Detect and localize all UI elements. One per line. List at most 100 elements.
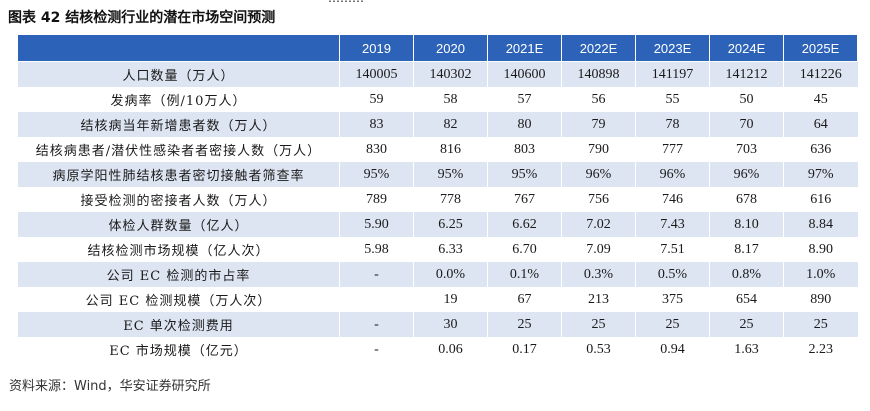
table-cell: 213 [561,287,636,312]
table-cell: 830 [339,137,414,162]
table-cell: 703 [709,137,784,162]
table-row: 结核检测市场规模（亿人次） 5.98 6.33 6.70 7.09 7.51 8.17 8.9… [17,237,858,262]
table-row: EC 市场规模（亿元） -0.06 0.17 0.53 0.94 1.63 2.23 [17,337,858,362]
table-cell: 0.1% [487,262,562,287]
table-cell: 0.94 [635,337,710,362]
table-cell: 654 [709,287,784,312]
table-cell: 82 [413,112,488,137]
table-cell: - [339,312,414,337]
table-cell: 25 [783,312,858,337]
table-cell: 1.0% [783,262,858,287]
table-cell: 756 [561,187,636,212]
table-cell: 8.17 [709,237,784,262]
table-cell: 816 [413,137,488,162]
table-row: 病原学阳性肺结核患者密切接触者筛查率 95% 95% 95% 96% 96% 96% 97% [17,162,858,187]
previous-page-text-fragment: ……… [0,0,870,6]
table-cell: 25 [635,312,710,337]
table-cell: 79 [561,112,636,137]
table-cell: 30 [413,312,488,337]
header-cell: 2024E [709,34,784,62]
table-row: 公司 EC 检测的市占率 -0.0% 0.1% 0.3% 0.5% 0.8% 1.0% [17,262,858,287]
row-label: 结核病患者/潜伏性感染者者密接人数（万人） [17,137,340,162]
table-cell: 80 [487,112,562,137]
table-cell: 0.5% [635,262,710,287]
row-label: 人口数量（万人） [17,61,340,87]
header-cell: 2025E [783,34,858,62]
table-cell: 96% [635,162,710,187]
table-cell: 64 [783,112,858,137]
table-cell: 678 [709,187,784,212]
table-cell: 25 [709,312,784,337]
table-cell: 803 [487,137,562,162]
table-cell: 375 [635,287,710,312]
table-cell: - [339,262,414,287]
source-note: 资料来源：Wind，华安证券研究所 [9,379,211,394]
table-cell: 140005 [339,61,414,87]
table-container: 2019 2020 2021E 2022E 2023E 2024E 2025E … [17,34,858,374]
table-cell: 0.06 [413,337,488,362]
table-cell: 57 [487,87,562,112]
table-row: 人口数量（万人） 140005 140302 140600 140898 141197 14… [17,61,858,87]
table-cell: 58 [413,87,488,112]
table-cell: 56 [561,87,636,112]
table-cell: 67 [487,287,562,312]
figure-caption: 图表 42 结核检测行业的潜在市场空间预测 [8,10,276,26]
table-cell: 636 [783,137,858,162]
header-cell: 2021E [487,34,562,62]
table-cell: 777 [635,137,710,162]
header-cell: 2022E [561,34,636,62]
table-cell: 140600 [487,61,562,87]
table-cell: 7.02 [561,212,636,237]
table-cell: 8.84 [783,212,858,237]
table-cell: 141212 [709,61,784,87]
table-cell: 25 [487,312,562,337]
row-label: EC 单次检测费用 [17,312,340,337]
table-cell: - [339,337,414,362]
row-label: 发病率（例/10万人） [17,87,340,112]
table-row: EC 单次检测费用 -30 25 25 25 25 25 [17,312,858,337]
table-cell: 83 [339,112,414,137]
table-cell: 8.10 [709,212,784,237]
header-cell [17,34,340,62]
table-cell: 6.33 [413,237,488,262]
table-cell: 5.90 [339,212,414,237]
table-cell: 6.25 [413,212,488,237]
row-label: 结核检测市场规模（亿人次） [17,237,340,262]
table-cell: 7.43 [635,212,710,237]
table-cell: 97% [783,162,858,187]
table-cell: 0.0% [413,262,488,287]
table-cell: 6.70 [487,237,562,262]
table-cell: 7.51 [635,237,710,262]
row-label: EC 市场规模（亿元） [17,337,340,362]
row-label: 公司 EC 检测的市占率 [17,262,340,287]
table-cell: 140898 [561,61,636,87]
table-cell: 141197 [635,61,710,87]
table-cell: 790 [561,137,636,162]
table-cell: 45 [783,87,858,112]
table-cell: 7.09 [561,237,636,262]
table-cell [339,287,414,312]
table-cell: 50 [709,87,784,112]
table-cell: 55 [635,87,710,112]
table-row: 结核病患者/潜伏性感染者者密接人数（万人） 830 816 803 790 777 703 6… [17,137,858,162]
table-cell: 1.63 [709,337,784,362]
table-cell: 95% [413,162,488,187]
table-row: 体检人群数量（亿人） 5.90 6.25 6.62 7.02 7.43 8.10 8.84 [17,212,858,237]
table-cell: 95% [339,162,414,187]
header-cell: 2020 [413,34,488,62]
table-cell: 70 [709,112,784,137]
table-cell: 746 [635,187,710,212]
table-cell: 78 [635,112,710,137]
table-cell: 616 [783,187,858,212]
table-header-row: 2019 2020 2021E 2022E 2023E 2024E 2025E [17,34,858,62]
table-cell: 2.23 [783,337,858,362]
table-cell: 789 [339,187,414,212]
table-cell: 140302 [413,61,488,87]
table-cell: 0.53 [561,337,636,362]
table-cell: 778 [413,187,488,212]
table-cell: 0.17 [487,337,562,362]
header-cell: 2019 [339,34,414,62]
table-cell: 19 [413,287,488,312]
row-label: 结核病当年新增患者数（万人） [17,112,340,137]
table-cell: 141226 [783,61,858,87]
